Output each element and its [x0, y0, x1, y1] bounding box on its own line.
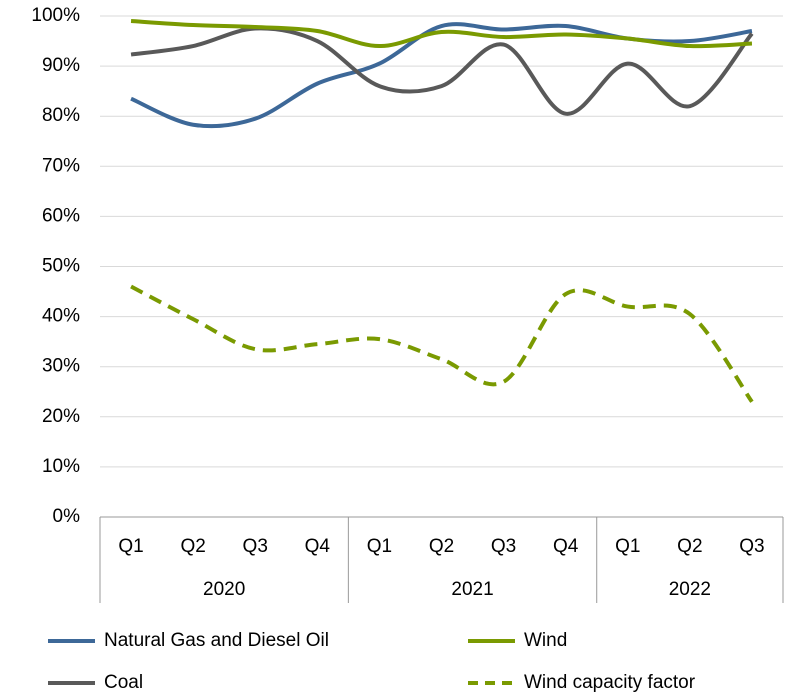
x-tick-label: Q2	[180, 536, 205, 557]
group-label: 2021	[451, 579, 493, 600]
series-line	[130, 22, 753, 129]
legend-label: Coal	[104, 672, 143, 693]
series-line	[130, 284, 754, 403]
x-tick-label: Q1	[615, 536, 640, 557]
x-tick-label: Q3	[739, 536, 764, 557]
y-tick-label: 20%	[42, 406, 80, 427]
x-tick-label: Q3	[243, 536, 268, 557]
y-tick-label: 0%	[53, 506, 81, 527]
y-tick-label: 90%	[42, 55, 80, 76]
x-tick-label: Q2	[677, 536, 702, 557]
y-tick-label: 100%	[31, 5, 80, 26]
y-tick-label: 40%	[42, 306, 80, 327]
y-tick-label: 10%	[42, 456, 80, 477]
series-line	[130, 26, 754, 116]
y-tick-label: 70%	[42, 155, 80, 176]
x-tick-label: Q2	[429, 536, 454, 557]
legend-label: Wind	[524, 630, 567, 651]
x-tick-label: Q4	[305, 536, 331, 557]
x-tick-label: Q4	[553, 536, 579, 557]
series-line	[130, 19, 753, 49]
x-tick-label: Q1	[367, 536, 392, 557]
x-tick-label: Q3	[491, 536, 516, 557]
y-tick-label: 30%	[42, 356, 80, 377]
y-tick-label: 80%	[42, 105, 80, 126]
legend-label: Wind capacity factor	[524, 672, 696, 693]
y-tick-label: 50%	[42, 256, 80, 277]
y-tick-label: 60%	[42, 205, 80, 226]
group-label: 2022	[669, 579, 711, 600]
group-label: 2020	[203, 579, 245, 600]
legend-label: Natural Gas and Diesel Oil	[104, 630, 329, 651]
x-tick-label: Q1	[118, 536, 143, 557]
